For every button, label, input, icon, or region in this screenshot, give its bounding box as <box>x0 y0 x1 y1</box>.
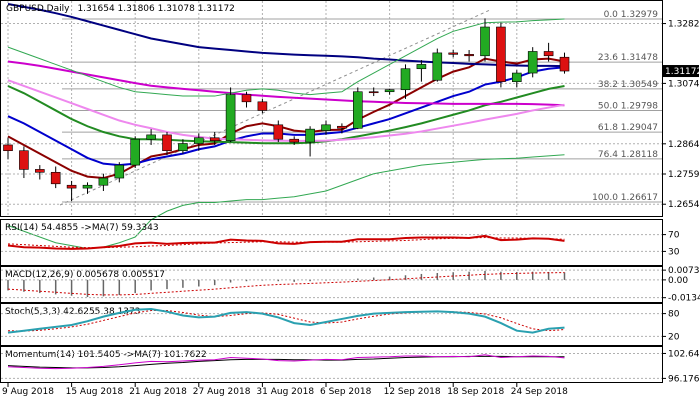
candle-body <box>83 185 92 188</box>
candle-body <box>226 95 235 141</box>
momentum-tick-label: 102.6436 <box>668 349 700 359</box>
candle-body <box>67 185 76 188</box>
current-price-label: 1.31172 <box>665 67 700 77</box>
candle-body <box>417 64 426 68</box>
time-tick-label: 21 Aug 2018 <box>129 387 187 397</box>
fib-level-label: 76.4 1.28118 <box>598 150 658 160</box>
time-tick-label: 15 Aug 2018 <box>66 387 124 397</box>
rsi-panel: RSI(14) 54.4855 ->MA(7) 59.3343 70 30 <box>1 220 680 266</box>
candle-body <box>465 54 474 55</box>
candle-body <box>4 145 13 151</box>
price-tick-label: 1.28640 <box>668 140 700 150</box>
macd-tick-label: 0.00 <box>668 276 688 286</box>
time-tick-label: 9 Aug 2018 <box>2 387 54 397</box>
fib-level-label: 50.0 1.29798 <box>598 101 658 111</box>
time-tick-label: 12 Sep 2018 <box>384 387 441 397</box>
candle-body <box>322 125 331 131</box>
momentum-tick-label: 96.1765 <box>668 374 700 384</box>
fib-level-label: 0.0 1.32979 <box>604 10 659 20</box>
candle-body <box>210 138 219 141</box>
momentum-panel: Momentum(14) 101.5405 ->MA(7) 101.7622 1… <box>1 347 700 385</box>
time-tick-label: 24 Sep 2018 <box>511 387 568 397</box>
rsi-tick-label: 70 <box>668 231 680 241</box>
macd-label: MACD(12,26,9) 0.005678 0.005517 <box>5 270 165 280</box>
candle-body <box>353 92 362 129</box>
candle-body <box>449 53 458 54</box>
candle-body <box>147 135 156 139</box>
candle-body <box>544 51 553 55</box>
fib-level-label: 61.8 1.29047 <box>598 123 658 133</box>
time-tick-label: 18 Sep 2018 <box>447 387 504 397</box>
rsi-ma-line <box>8 238 565 248</box>
price-tick-label: 1.26540 <box>668 200 700 210</box>
candle-body <box>19 151 28 170</box>
candle-body <box>385 90 394 92</box>
fib-level-label: 100.0 1.26617 <box>592 193 658 203</box>
candle-body <box>51 172 60 184</box>
candle-body <box>35 169 44 172</box>
candle-body <box>528 51 537 73</box>
rsi-label: RSI(14) 54.4855 ->MA(7) 59.3343 <box>5 223 159 233</box>
candle-body <box>194 138 203 144</box>
moving-average-line <box>8 67 565 165</box>
candle-body <box>178 144 187 151</box>
macd-panel: MACD(12,26,9) 0.005678 0.005517 0.007381… <box>1 266 700 304</box>
candle-body <box>512 73 521 82</box>
candle-body <box>99 178 108 185</box>
candle-body <box>115 165 124 178</box>
time-tick-label: 27 Aug 2018 <box>193 387 251 397</box>
time-tick-label: 31 Aug 2018 <box>256 387 314 397</box>
time-axis: 9 Aug 2018 15 Aug 2018 21 Aug 2018 27 Aug 2… <box>2 383 568 397</box>
macd-tick-label: 0.007381 <box>668 266 700 276</box>
price-panel: 0.0 1.32979 23.6 1.31478 38.2 1.30549 50.0 … <box>1 1 663 249</box>
stochastic-tick-label: 80 <box>668 310 680 320</box>
fib-level-label: 23.6 1.31478 <box>598 53 658 63</box>
candle-body <box>131 139 140 165</box>
fib-level-label: 38.2 1.30549 <box>598 80 658 90</box>
candle-body <box>481 27 490 56</box>
candle-body <box>306 129 315 142</box>
candle-body <box>560 57 569 71</box>
time-tick-label: 6 Sep 2018 <box>320 387 372 397</box>
candle-body <box>274 125 283 139</box>
rsi-tick-label: 30 <box>668 247 680 257</box>
candle-body <box>163 135 172 151</box>
candle-body <box>242 95 251 102</box>
candle-body <box>433 53 442 80</box>
candle-body <box>369 92 378 93</box>
macd-tick-label: -0.013485 <box>668 294 700 304</box>
price-tick-label: 1.30740 <box>668 79 700 89</box>
candle-body <box>290 139 299 142</box>
stochastic-tick-label: 20 <box>668 332 680 342</box>
candle-body <box>337 126 346 128</box>
candle-body <box>401 69 410 90</box>
price-tick-label: 1.32820 <box>668 20 700 30</box>
fibonacci-trend-line <box>60 10 490 205</box>
price-tick-label: 1.27590 <box>668 170 700 180</box>
candle-body <box>258 102 267 111</box>
momentum-label: Momentum(14) 101.5405 ->MA(7) 101.7622 <box>5 350 207 360</box>
price-axis: 1.32820 1.30740 1.28640 1.27590 1.26540 1.311… <box>662 20 700 211</box>
candle-body <box>496 27 505 82</box>
